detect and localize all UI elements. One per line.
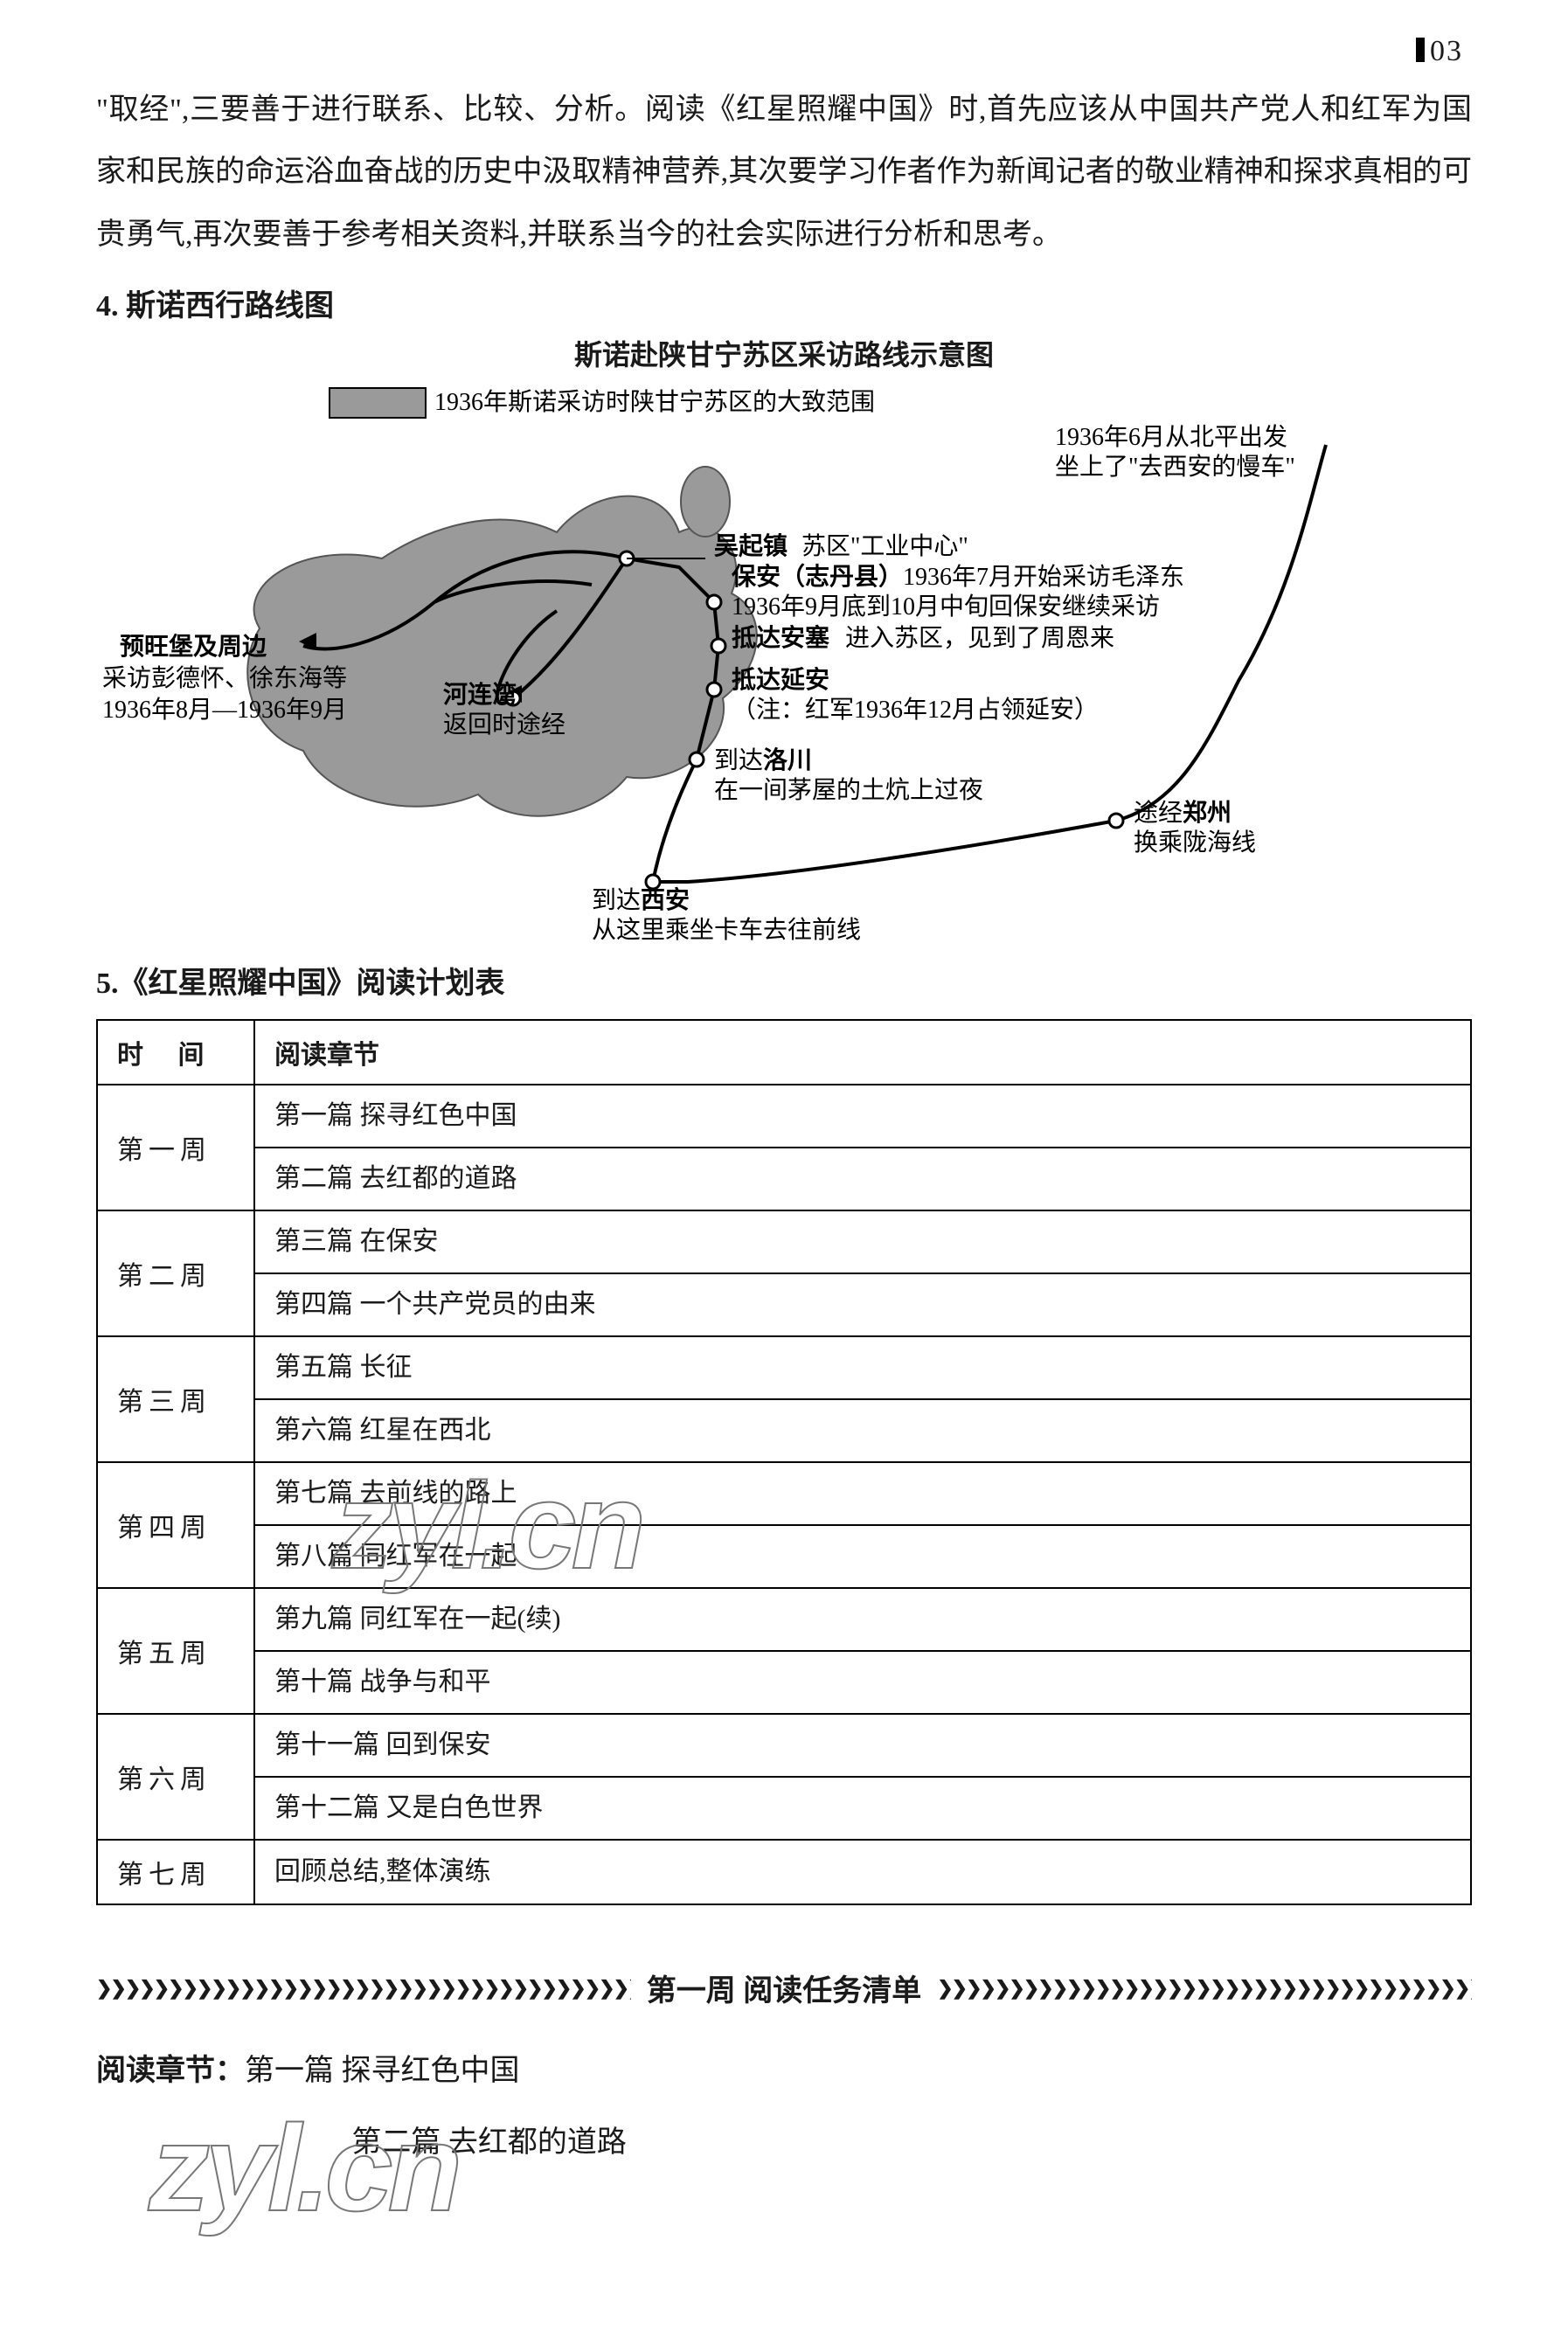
- week-cell: 第六周: [97, 1714, 254, 1840]
- lbl-zz1: 途经郑州: [1134, 799, 1232, 827]
- lbl-lc2: 在一间茅屋的土炕上过夜: [714, 776, 983, 804]
- chapter-cell: 第九篇 同红军在一起(续): [254, 1588, 1471, 1651]
- reading-line-1: 阅读章节：第一篇 探寻红色中国: [96, 2035, 1472, 2107]
- chapter-cell: 第五篇 长征: [254, 1336, 1471, 1399]
- legend-swatch: [330, 388, 426, 418]
- dot-ansai: [711, 639, 725, 653]
- chapter-cell: 第一篇 探寻红色中国: [254, 1085, 1471, 1148]
- divider-title: 第一周 阅读任务清单: [631, 1966, 938, 2009]
- lbl-ya2: （注：红军1936年12月占领延安）: [732, 696, 1099, 724]
- lbl-yw1: 预旺堡及周边: [120, 632, 267, 661]
- arrow-right: ❯❯❯❯❯❯❯❯❯❯❯❯❯❯❯❯❯❯❯❯❯❯❯❯❯❯❯❯❯❯❯❯❯❯❯❯❯❯❯❯…: [937, 1977, 1472, 2000]
- table-row: 第十二篇 又是白色世界: [97, 1777, 1471, 1840]
- section-5-heading: 5.《红星照耀中国》阅读计划表: [96, 959, 1472, 1002]
- lbl-wq2: 苏区"工业中心": [801, 532, 968, 560]
- week-cell: 第二周: [97, 1210, 254, 1336]
- chapter-cell: 第十一篇 回到保安: [254, 1714, 1471, 1777]
- chapter-cell: 第十篇 战争与和平: [254, 1651, 1471, 1714]
- lbl-ya1: 抵达延安: [732, 666, 829, 694]
- table-row: 第四篇 一个共产党员的由来: [97, 1273, 1471, 1336]
- page: 03 "取经",三要善于进行联系、比较、分析。阅读《红星照耀中国》时,首先应该从…: [0, 0, 1568, 2344]
- page-number: 03: [1416, 35, 1463, 68]
- lbl-ba1: 保安（志丹县）1936年7月开始采访毛泽东: [732, 562, 1184, 591]
- table-row: 第五周第九篇 同红军在一起(续): [97, 1588, 1471, 1651]
- lbl-xian1: 到达西安: [592, 886, 690, 914]
- week-cell: 第三周: [97, 1336, 254, 1462]
- table-row: 第四周第七篇 去前线的路上: [97, 1462, 1471, 1525]
- chapter-cell: 第六篇 红星在西北: [254, 1399, 1471, 1462]
- page-number-bar: [1416, 38, 1425, 62]
- th-time: 时 间: [97, 1020, 254, 1085]
- table-row: 第三周第五篇 长征: [97, 1336, 1471, 1399]
- map-svg: 1936年斯诺采访时陕甘宁苏区的大致范围 1936年6月从北平出发 坐上了: [102, 384, 1466, 943]
- week1-divider: ❯❯❯❯❯❯❯❯❯❯❯❯❯❯❯❯❯❯❯❯❯❯❯❯❯❯❯❯❯❯❯❯❯❯❯❯❯❯❯❯…: [96, 1966, 1472, 2009]
- legend-text: 1936年斯诺采访时陕甘宁苏区的大致范围: [434, 388, 875, 416]
- intro-paragraph: "取经",三要善于进行联系、比较、分析。阅读《红星照耀中国》时,首先应该从中国共…: [96, 79, 1472, 266]
- table-header-row: 时 间 阅读章节: [97, 1020, 1471, 1085]
- lbl-as2: 进入苏区，见到了周恩来: [845, 624, 1114, 652]
- lbl-hl2: 返回时途经: [443, 711, 565, 739]
- dot-yanan: [707, 683, 721, 697]
- table-row: 第二周第三篇 在保安: [97, 1210, 1471, 1273]
- dot-baoan: [707, 595, 721, 609]
- reading-plan-table: 时 间 阅读章节 第一周第一篇 探寻红色中国第二篇 去红都的道路第二周第三篇 在…: [96, 1019, 1472, 1905]
- table-row: 第八篇 同红军在一起: [97, 1525, 1471, 1588]
- week-cell: 第七周: [97, 1840, 254, 1904]
- chapter-cell: 第十二篇 又是白色世界: [254, 1777, 1471, 1840]
- lbl-wq1: 吴起镇: [714, 532, 787, 560]
- week-cell: 第一周: [97, 1085, 254, 1210]
- chapter-cell: 回顾总结,整体演练: [254, 1840, 1471, 1904]
- week-cell: 第四周: [97, 1462, 254, 1588]
- chapter-cell: 第二篇 去红都的道路: [254, 1148, 1471, 1210]
- reading-line-2: 第二篇 去红都的道路: [351, 2107, 1472, 2179]
- lbl-ba2: 1936年9月底到10月中旬回保安继续采访: [732, 593, 1160, 621]
- chapter-cell: 第四篇 一个共产党员的由来: [254, 1273, 1471, 1336]
- lbl-lc1: 到达洛川: [714, 746, 812, 774]
- route-map: 斯诺赴陕甘宁苏区采访路线示意图 1936年斯诺采访时陕甘宁苏区的大致范围: [96, 333, 1472, 943]
- map-title: 斯诺赴陕甘宁苏区采访路线示意图: [96, 333, 1472, 373]
- dot-luochuan: [690, 752, 704, 766]
- lbl-start2: 坐上了"去西安的慢车": [1055, 453, 1295, 481]
- table-row: 第七周回顾总结,整体演练: [97, 1840, 1471, 1904]
- table-row: 第一周第一篇 探寻红色中国: [97, 1085, 1471, 1148]
- region-island: [681, 467, 730, 537]
- arrow-left: ❯❯❯❯❯❯❯❯❯❯❯❯❯❯❯❯❯❯❯❯❯❯❯❯❯❯❯❯❯❯❯❯❯❯❯❯❯❯❯❯…: [96, 1977, 631, 2000]
- lbl-hl1: 河连湾: [443, 680, 517, 709]
- th-chapter: 阅读章节: [254, 1020, 1471, 1085]
- dot-zhengzhou: [1109, 814, 1123, 828]
- lbl-as1: 抵达安塞: [732, 623, 829, 652]
- reading-chap-1: 第一篇 探寻红色中国: [245, 2055, 520, 2087]
- table-row: 第十篇 战争与和平: [97, 1651, 1471, 1714]
- lbl-xian2: 从这里乘坐卡车去往前线: [592, 916, 861, 943]
- section-4-heading: 4. 斯诺西行路线图: [96, 281, 1472, 324]
- lbl-yw2: 采访彭德怀、徐东海等: [102, 664, 347, 692]
- chapter-cell: 第三篇 在保安: [254, 1210, 1471, 1273]
- page-number-text: 03: [1430, 35, 1463, 67]
- week-cell: 第五周: [97, 1588, 254, 1714]
- table-row: 第六周第十一篇 回到保安: [97, 1714, 1471, 1777]
- chapter-cell: 第七篇 去前线的路上: [254, 1462, 1471, 1525]
- table-row: 第六篇 红星在西北: [97, 1399, 1471, 1462]
- reading-label: 阅读章节：: [96, 2055, 245, 2087]
- lbl-yw3: 1936年8月—1936年9月: [102, 696, 347, 724]
- chapter-cell: 第八篇 同红军在一起: [254, 1525, 1471, 1588]
- table-row: 第二篇 去红都的道路: [97, 1148, 1471, 1210]
- lbl-zz2: 换乘陇海线: [1134, 829, 1256, 856]
- soviet-region: [247, 496, 757, 816]
- reading-chapter-block: 阅读章节：第一篇 探寻红色中国 第二篇 去红都的道路: [96, 2035, 1472, 2178]
- lbl-start1: 1936年6月从北平出发: [1055, 423, 1287, 451]
